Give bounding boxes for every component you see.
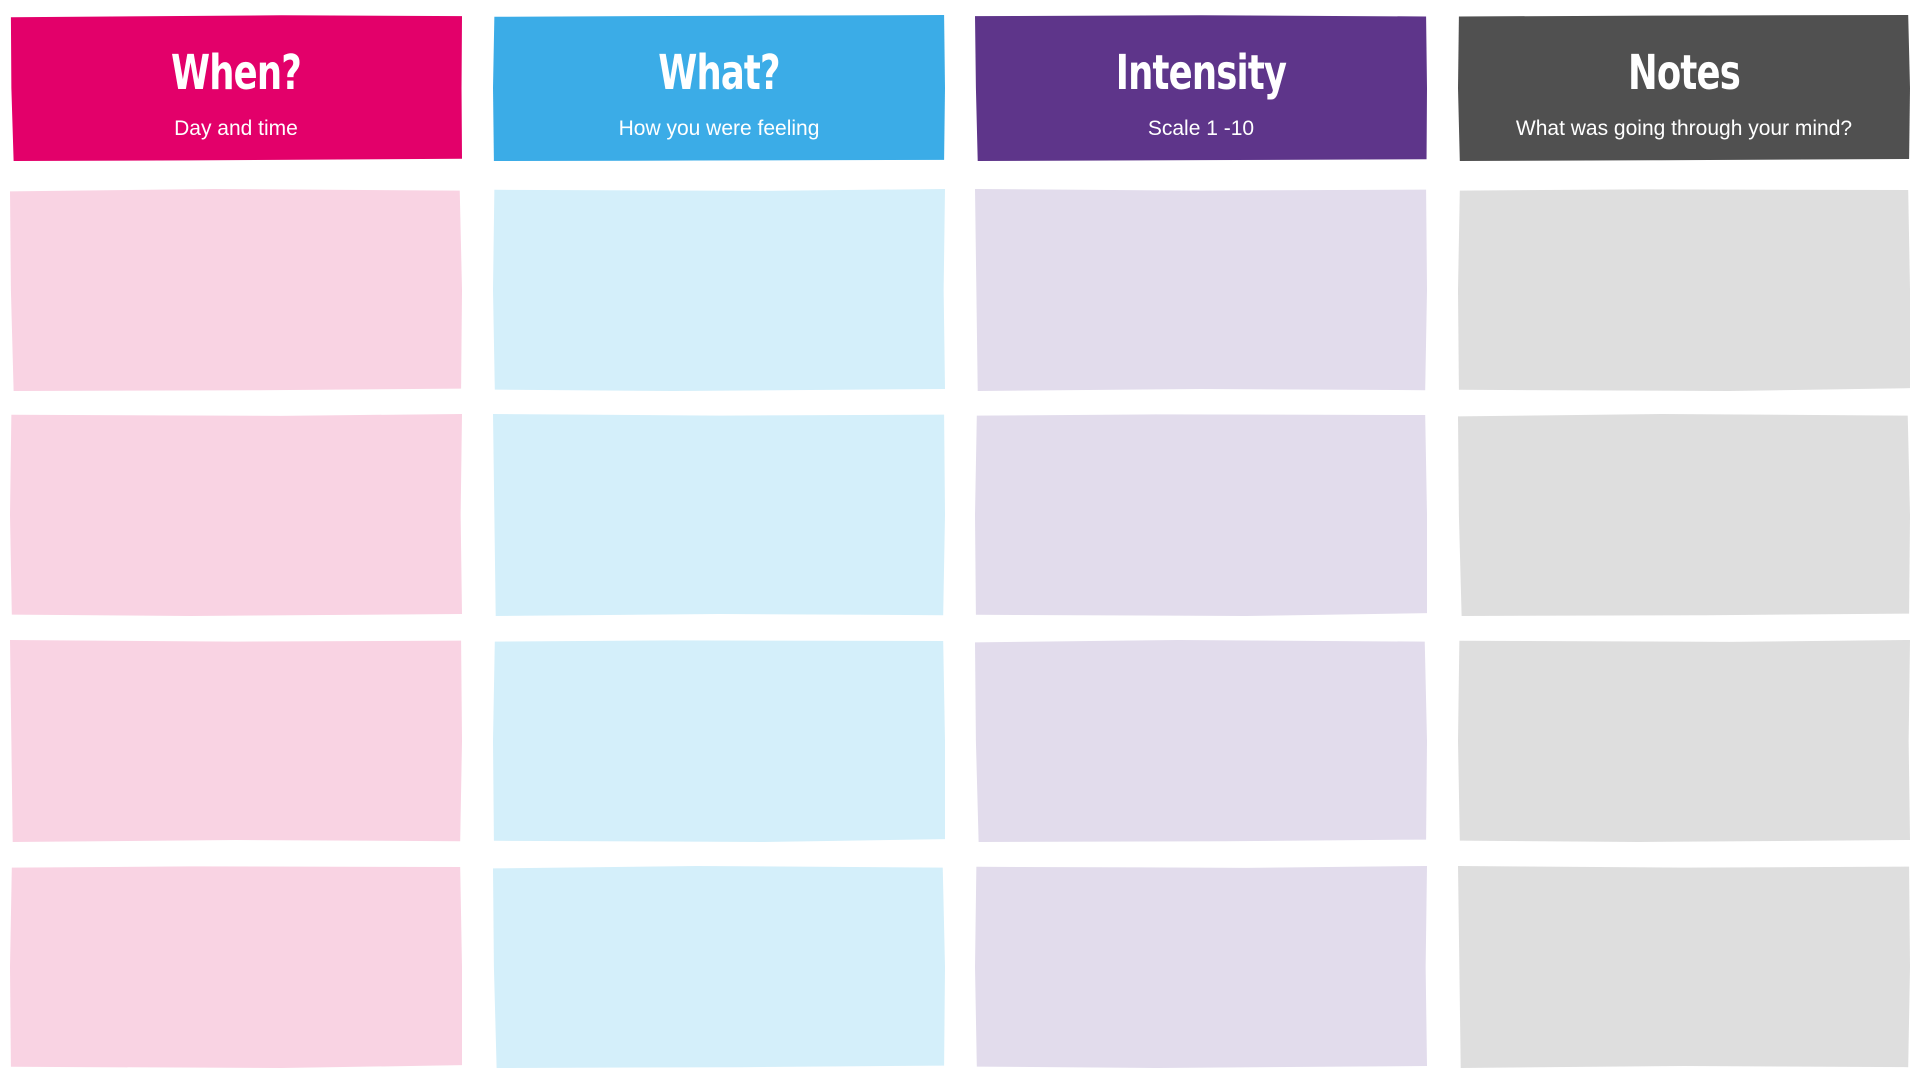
header-when: When? Day and time: [10, 15, 462, 161]
header-subtitle: Day and time: [174, 117, 298, 140]
when-entry-cell[interactable]: [10, 414, 462, 616]
column-when: When? Day and time: [10, 0, 462, 1080]
when-entry-cell[interactable]: [10, 640, 462, 842]
notes-entry-cell[interactable]: [1458, 640, 1910, 842]
when-entry-cell[interactable]: [10, 866, 462, 1068]
header-subtitle: How you were feeling: [618, 117, 820, 140]
header-intensity: Intensity Scale 1 -10: [975, 15, 1427, 161]
what-entry-cell[interactable]: [493, 414, 945, 616]
notes-entry-cell[interactable]: [1458, 414, 1910, 616]
header-title: When?: [171, 45, 302, 101]
header-what: What? How you were feeling: [493, 15, 945, 161]
header-title: Intensity: [1115, 45, 1287, 101]
column-notes: Notes What was going through your mind?: [1458, 0, 1910, 1080]
intensity-entry-cell[interactable]: [975, 189, 1427, 391]
what-entry-cell[interactable]: [493, 866, 945, 1068]
notes-entry-cell[interactable]: [1458, 189, 1910, 391]
header-notes: Notes What was going through your mind?: [1458, 15, 1910, 161]
header-subtitle: Scale 1 -10: [1147, 117, 1255, 140]
when-entry-cell[interactable]: [10, 189, 462, 391]
header-title: Notes: [1628, 45, 1741, 101]
intensity-entry-cell[interactable]: [975, 640, 1427, 842]
header-subtitle: What was going through your mind?: [1515, 117, 1853, 140]
intensity-entry-cell[interactable]: [975, 866, 1427, 1068]
column-intensity: Intensity Scale 1 -10: [975, 0, 1427, 1080]
what-entry-cell[interactable]: [493, 189, 945, 391]
notes-entry-cell[interactable]: [1458, 866, 1910, 1068]
column-what: What? How you were feeling: [493, 0, 945, 1080]
what-entry-cell[interactable]: [493, 640, 945, 842]
intensity-entry-cell[interactable]: [975, 414, 1427, 616]
header-title: What?: [658, 45, 780, 101]
